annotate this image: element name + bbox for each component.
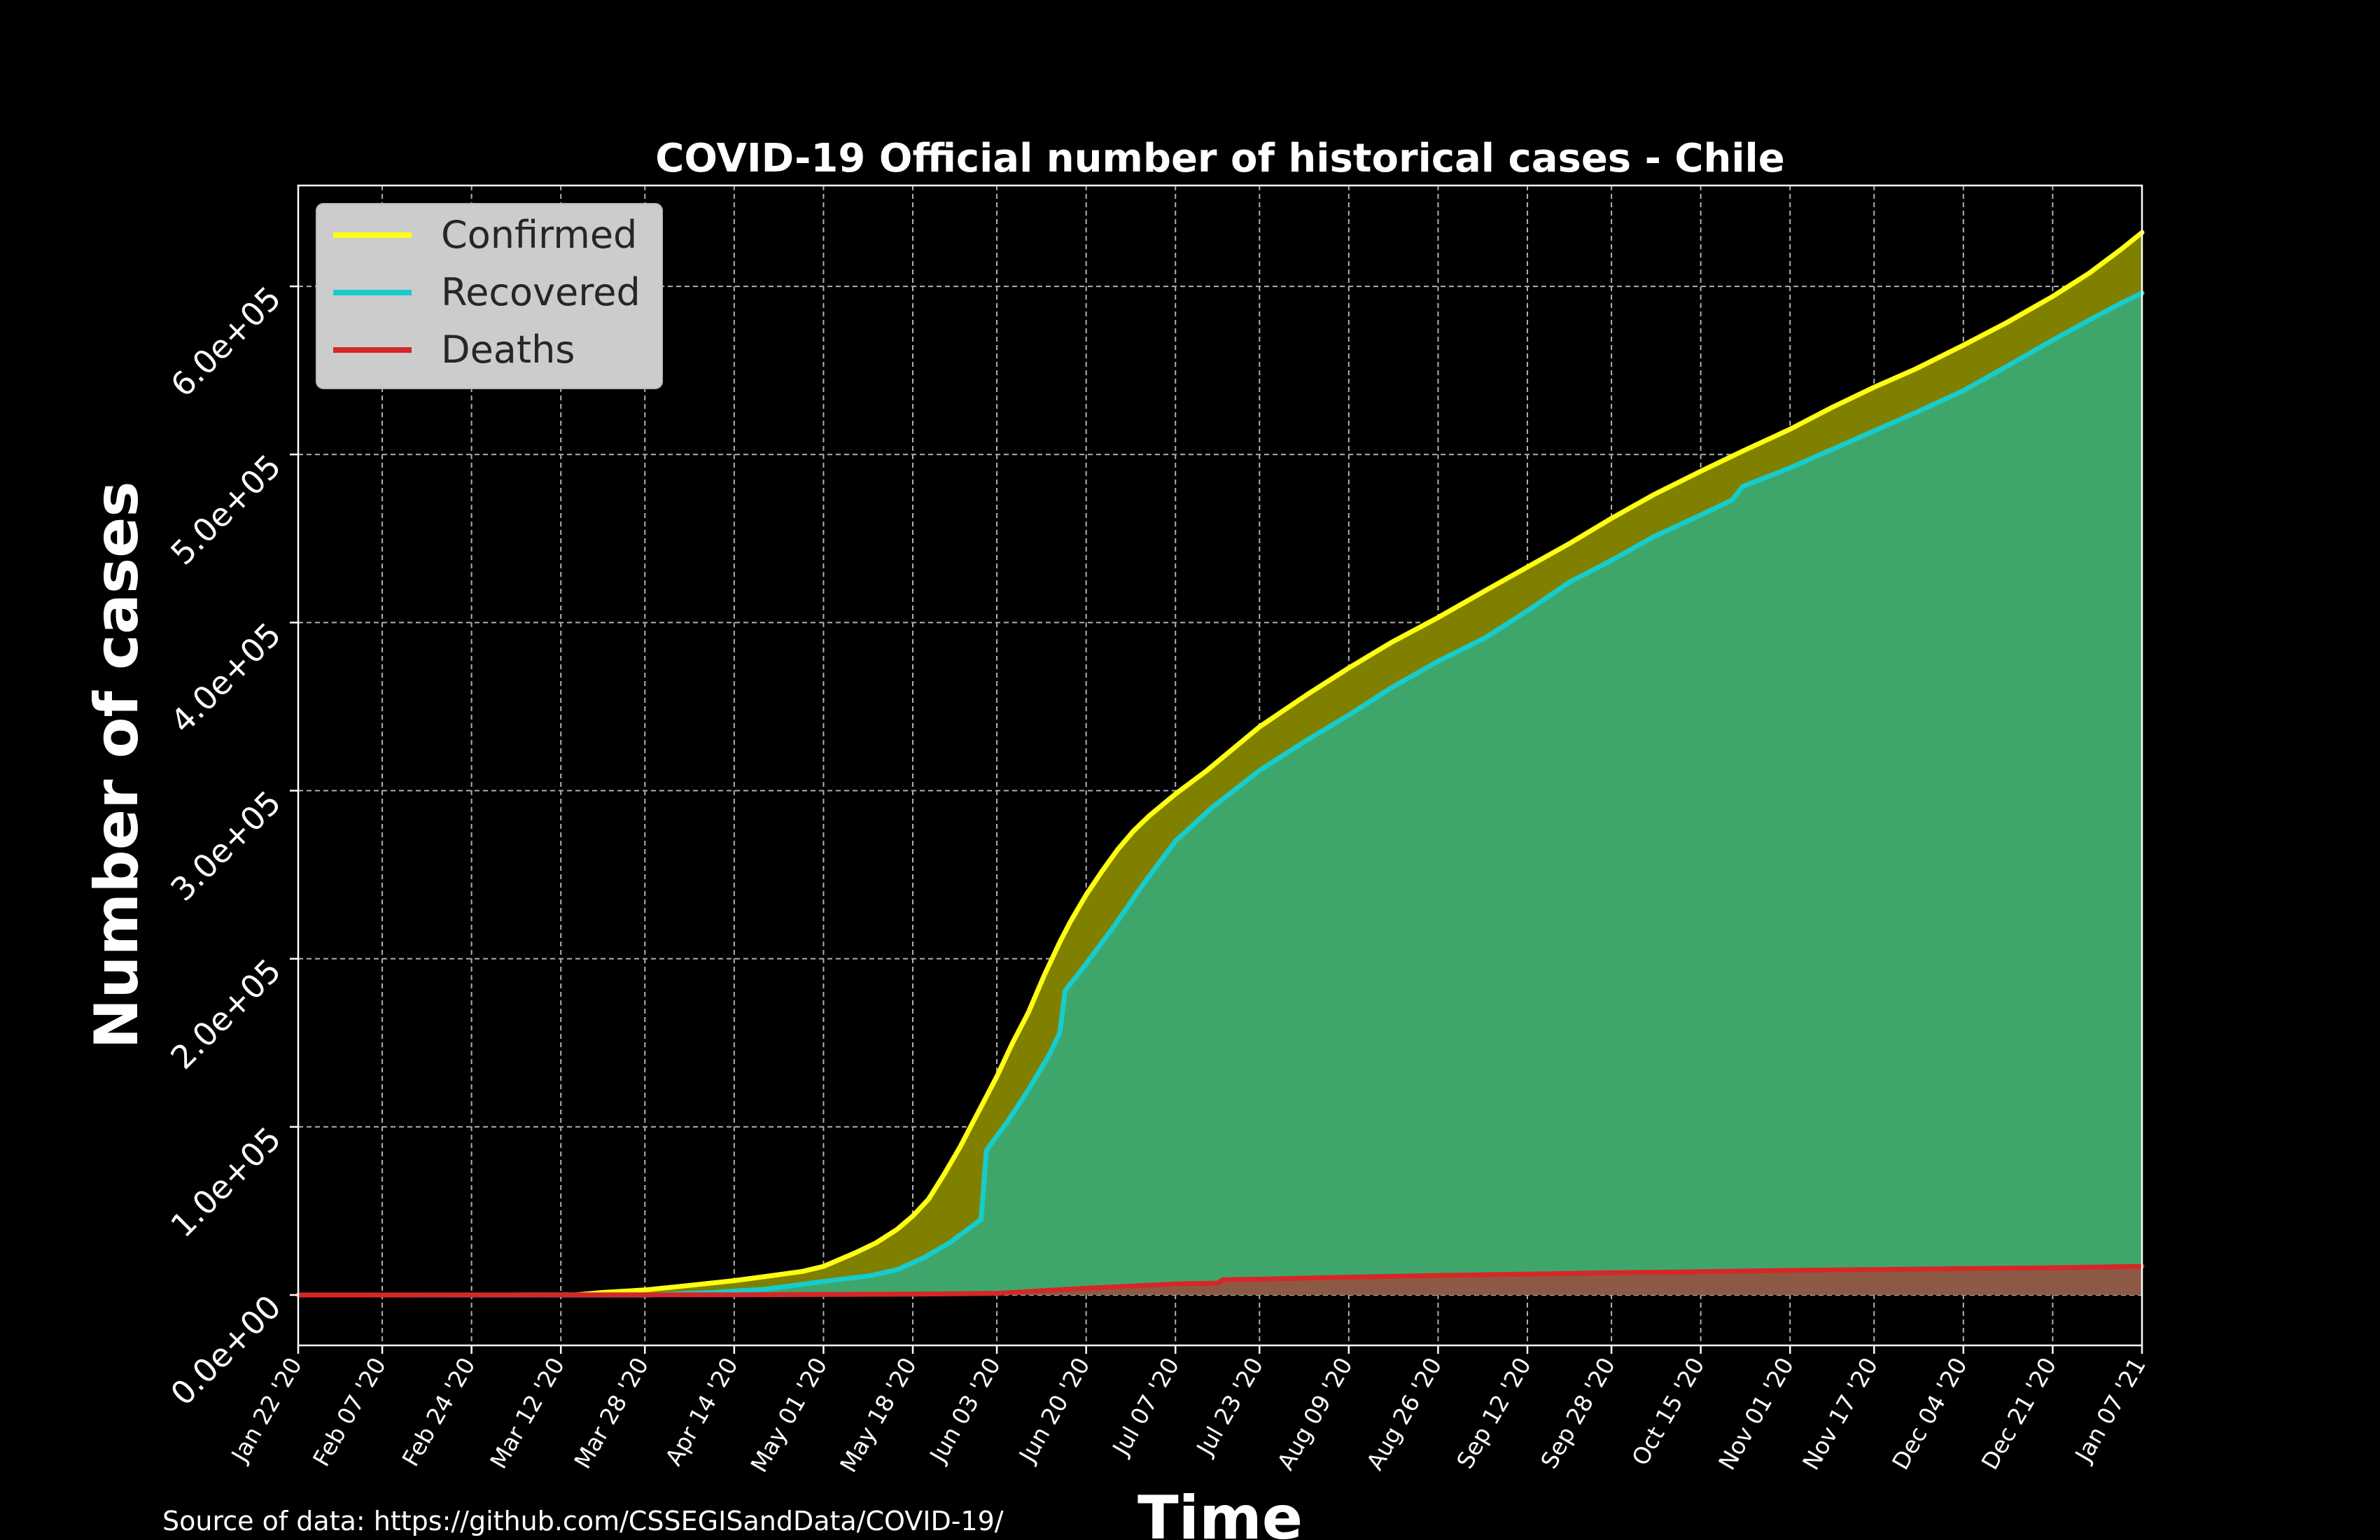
x-axis-label: Time [1138, 1483, 1303, 1540]
source-note: Source of data: https://github.com/CSSEG… [162, 1506, 1004, 1536]
series-lines [295, 230, 2145, 1298]
axes-frame [297, 184, 2143, 1347]
y-axis-label: Number of cases [82, 481, 152, 1049]
x-tick-label: Jan 07 '21 [2069, 1353, 2151, 1468]
x-tick-label: May 18 '20 [834, 1353, 922, 1477]
y-ticks: 0.0e+001.0e+052.0e+053.0e+054.0e+055.0e+… [163, 279, 298, 1413]
x-tick-label: Sep 28 '20 [1535, 1353, 1620, 1474]
legend: Confirmed Recovered Deaths [316, 203, 663, 389]
x-tick-label: Aug 26 '20 [1361, 1353, 1447, 1475]
x-tick-label: Oct 15 '20 [1626, 1353, 1709, 1471]
x-ticks: Jan 22 '20 Feb 07 '20 Feb 24 '20 Mar 12 '20… [225, 1345, 2151, 1477]
chart-title: COVID-19 Official number of historical c… [655, 136, 1784, 181]
y-tick-label: 2.0e+05 [163, 951, 288, 1077]
y-tick-label: 4.0e+05 [163, 615, 288, 741]
x-tick-label: Jul 07 '20 [1106, 1353, 1184, 1461]
legend-label-confirmed: Confirmed [441, 213, 637, 257]
x-tick-label: Aug 09 '20 [1272, 1353, 1358, 1475]
x-tick-label: Jun 03 '20 [923, 1353, 1006, 1469]
x-tick-label: Jul 23 '20 [1191, 1353, 1269, 1461]
x-tick-label: Mar 12 '20 [484, 1353, 570, 1474]
x-tick-label: Feb 24 '20 [397, 1353, 481, 1471]
legend-label-recovered: Recovered [441, 270, 640, 314]
x-tick-label: Nov 17 '20 [1797, 1353, 1883, 1475]
x-tick-label: Jan 22 '20 [225, 1353, 307, 1468]
y-tick-label: 1.0e+05 [163, 1119, 288, 1245]
x-tick-label: Jun 20 '20 [1013, 1353, 1096, 1469]
y-tick-label: 5.0e+05 [163, 447, 288, 573]
series-line-recovered [295, 290, 2145, 1298]
y-tick-label: 3.0e+05 [163, 783, 288, 909]
y-tick-label: 6.0e+05 [163, 279, 288, 405]
legend-box [316, 203, 663, 389]
series-line-deaths [295, 1264, 2145, 1298]
x-tick-label: Apr 14 '20 [659, 1353, 743, 1471]
x-tick-label: Feb 07 '20 [307, 1353, 391, 1471]
x-tick-label: May 01 '20 [745, 1353, 832, 1477]
area-recovered [298, 293, 2142, 1295]
series-line-confirmed [295, 230, 2145, 1298]
x-tick-label: Mar 28 '20 [568, 1353, 654, 1474]
x-tick-label: Dec 21 '20 [1976, 1353, 2062, 1475]
x-tick-label: Sep 12 '20 [1451, 1353, 1536, 1474]
legend-label-deaths: Deaths [441, 328, 575, 372]
x-tick-label: Nov 01 '20 [1713, 1353, 1799, 1475]
x-tick-label: Dec 04 '20 [1886, 1353, 1973, 1475]
